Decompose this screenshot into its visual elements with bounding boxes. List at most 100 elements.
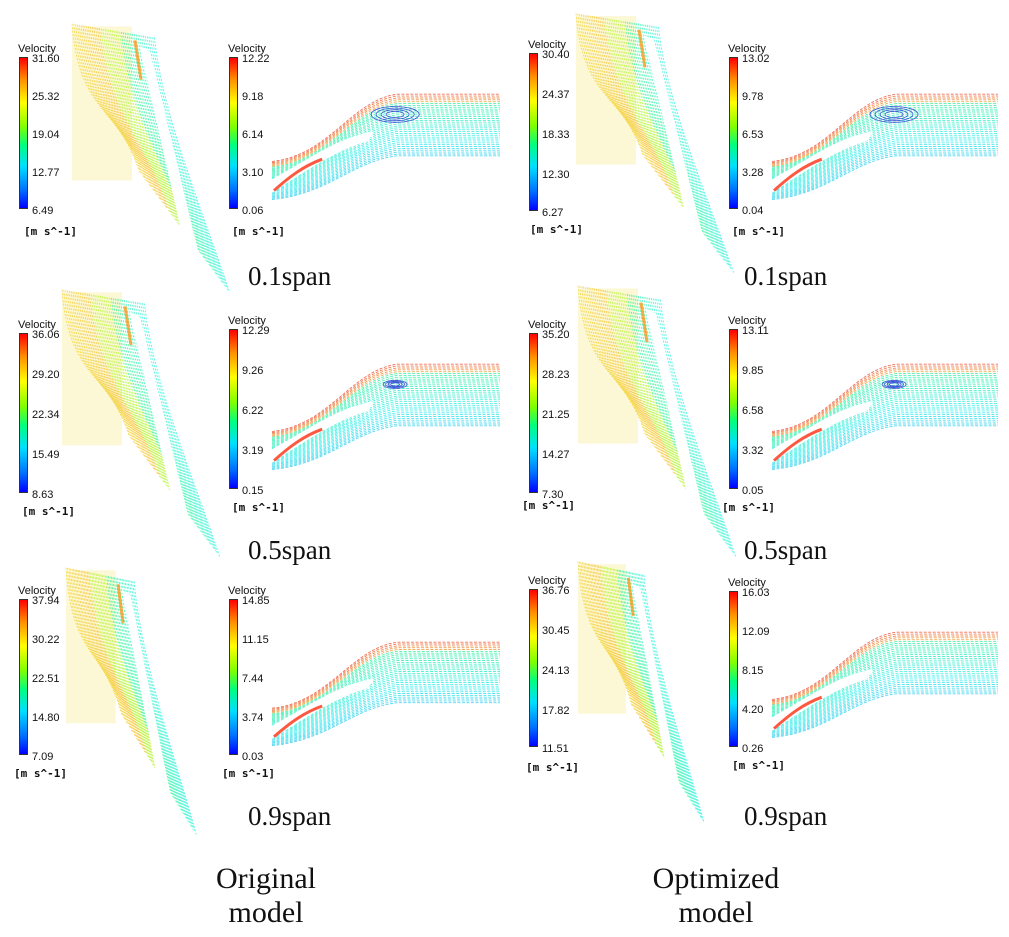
flow-streak <box>271 421 500 468</box>
flow-streak <box>271 417 500 466</box>
legend-tick: 28.23 <box>542 369 570 381</box>
flow-streak <box>771 151 998 198</box>
flow-streak <box>771 140 998 191</box>
flow-streak <box>94 573 154 766</box>
flow-streak <box>595 565 652 737</box>
flow-streak <box>271 146 500 195</box>
flow-streak <box>771 93 998 162</box>
legend-tick: 0.04 <box>742 205 764 217</box>
flow-streak <box>271 142 500 192</box>
flow-streak <box>271 680 500 733</box>
flow-streak <box>129 300 204 536</box>
flow-streak <box>95 573 156 769</box>
legend-tick: 6.14 <box>242 129 264 141</box>
flow-streak <box>599 17 670 191</box>
flow-streak <box>581 562 638 714</box>
flow-streak <box>771 95 998 164</box>
legend-title: Velocity <box>18 319 56 331</box>
wake-velocity-field <box>271 93 500 200</box>
flow-streak <box>599 565 657 745</box>
flow-streak <box>771 144 998 194</box>
legend-unit: [m s^-1] <box>530 223 583 236</box>
legend-tick: 25.32 <box>32 91 60 103</box>
flow-streak <box>608 18 680 204</box>
flow-streak <box>628 22 702 232</box>
flow-streak <box>75 24 144 178</box>
legend-tick: 8.63 <box>32 489 54 501</box>
legend-unit: [m s^-1] <box>24 225 77 238</box>
span-label: 0.5span <box>744 535 828 565</box>
flow-streak <box>82 25 152 189</box>
legend-color-bar <box>229 599 238 755</box>
flow-streak <box>771 363 998 432</box>
legend-tick: 35.20 <box>542 329 570 341</box>
flow-streak <box>65 567 123 716</box>
legend-tick: 30.45 <box>542 625 570 637</box>
legend-tick: 11.15 <box>242 634 269 646</box>
flow-streak <box>592 16 662 180</box>
flow-streak <box>138 302 214 549</box>
legend-tick: 3.74 <box>242 712 264 724</box>
wake-velocity-field <box>771 363 998 470</box>
flow-streak <box>271 416 500 465</box>
flow-streak <box>771 642 998 707</box>
legend-unit: [m s^-1] <box>732 759 785 772</box>
legend-color-bar <box>229 329 238 489</box>
flow-streak <box>271 404 500 458</box>
flow-streak <box>625 21 698 227</box>
flow-streak <box>771 369 998 436</box>
legend-tick: 30.22 <box>32 634 60 646</box>
flow-streak <box>611 568 670 766</box>
legend-color-bar <box>529 53 538 211</box>
flow-streak <box>601 289 672 471</box>
legend-tick: 31.60 <box>32 53 60 65</box>
vortex-ring <box>387 381 403 388</box>
flow-streak <box>771 376 998 440</box>
flow-streak <box>88 26 158 197</box>
flow-streak <box>271 641 500 709</box>
blade-gap <box>272 678 375 739</box>
caption-line: model <box>228 896 304 929</box>
flow-streak <box>614 291 686 490</box>
flow-streak <box>771 425 998 470</box>
flow-streak <box>598 565 655 743</box>
vortex-ring <box>385 380 406 388</box>
flow-streak <box>76 569 134 734</box>
flow-streak <box>271 136 500 189</box>
flow-streak <box>642 574 703 821</box>
flow-streak <box>126 579 189 822</box>
flow-streak <box>271 658 500 719</box>
flow-streak <box>271 414 500 464</box>
flow-streak <box>771 147 998 196</box>
legend-title: Velocity <box>18 43 56 55</box>
flow-streak <box>771 417 998 466</box>
flow-streak <box>771 378 998 442</box>
legend-color-bar <box>229 57 238 209</box>
legend-tick: 37.94 <box>32 595 60 607</box>
flow-streak <box>100 574 161 777</box>
blade-gap <box>632 583 684 809</box>
flow-streak <box>271 647 500 713</box>
flow-streak <box>72 291 142 453</box>
flow-streak <box>123 300 198 528</box>
flow-streak <box>120 299 194 523</box>
flow-streak <box>99 28 170 213</box>
legend-tick: 13.02 <box>742 53 770 65</box>
flow-streak <box>96 295 168 488</box>
flow-streak <box>612 291 684 487</box>
vortex-ring <box>884 110 904 118</box>
flow-streak <box>771 680 998 730</box>
flow-streak <box>771 99 998 166</box>
flow-streak <box>271 700 500 745</box>
legend-tick: 4.20 <box>742 704 764 716</box>
legend-tick: 17.82 <box>542 705 570 717</box>
legend-unit: [m s^-1] <box>222 767 275 780</box>
legend-tick: 8.15 <box>742 665 764 677</box>
flow-streak <box>577 13 646 160</box>
flow-streak <box>771 693 998 738</box>
flow-streak <box>73 23 142 175</box>
inlet-region <box>578 288 638 444</box>
flow-streak <box>606 290 678 479</box>
wake-velocity-field <box>771 93 998 200</box>
flow-streak <box>271 652 500 716</box>
